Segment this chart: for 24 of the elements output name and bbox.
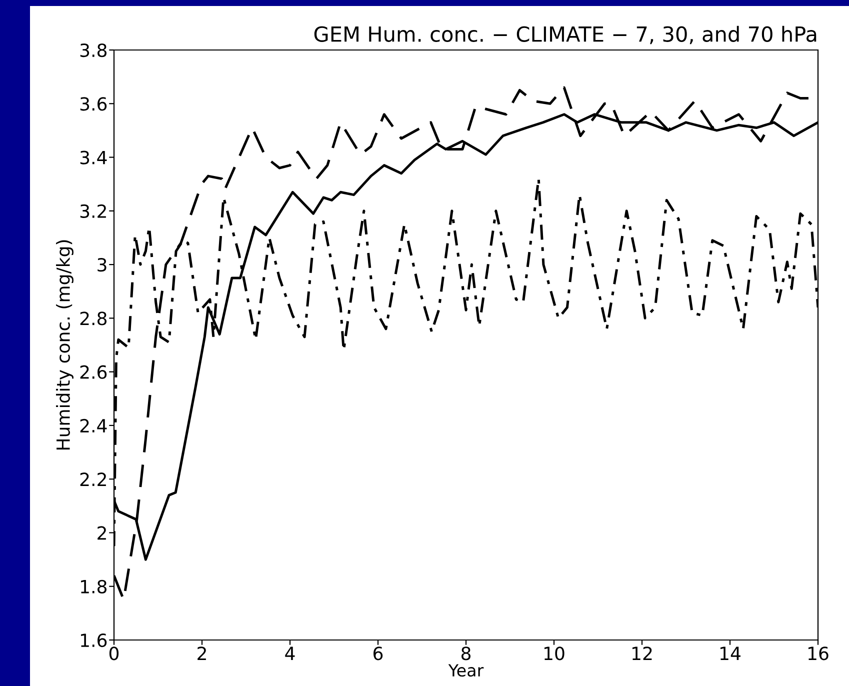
- chart-title: GEM Hum. conc. − CLIMATE − 7, 30, and 70 hPa: [314, 26, 816, 44]
- y-tick-label: 1.8: [81, 580, 107, 594]
- x-tick-label: 14: [720, 646, 740, 660]
- y-axis-title: Humidity conc. (mg/kg): [56, 240, 74, 450]
- y-tick-label: 3.6: [80, 97, 107, 111]
- y-tick-label: 3.4: [80, 150, 107, 164]
- y-tick-label: 2: [98, 526, 106, 540]
- x-tick-label: 0: [109, 646, 119, 660]
- y-tick-label: 3.2: [80, 204, 106, 218]
- x-tick-label: 2: [198, 646, 206, 660]
- x-tick-label: 8: [461, 646, 471, 660]
- x-tick-label: 10: [544, 646, 564, 660]
- x-tick-label: 12: [632, 646, 652, 660]
- y-tick-label: 1.6: [81, 633, 107, 648]
- y-tick-label: 3: [98, 258, 106, 272]
- y-tick-label: 2.4: [80, 418, 107, 432]
- y-tick-label: 2.8: [80, 312, 107, 326]
- x-tick-label: 6: [374, 646, 383, 660]
- y-tick-label: 2.6: [80, 365, 107, 379]
- y-tick-label: 3.8: [80, 43, 107, 58]
- x-tick-label: 16: [808, 646, 828, 660]
- y-tick-label: 2.2: [80, 472, 106, 486]
- x-axis-title: Year: [448, 664, 484, 677]
- x-tick-label: 4: [285, 646, 295, 660]
